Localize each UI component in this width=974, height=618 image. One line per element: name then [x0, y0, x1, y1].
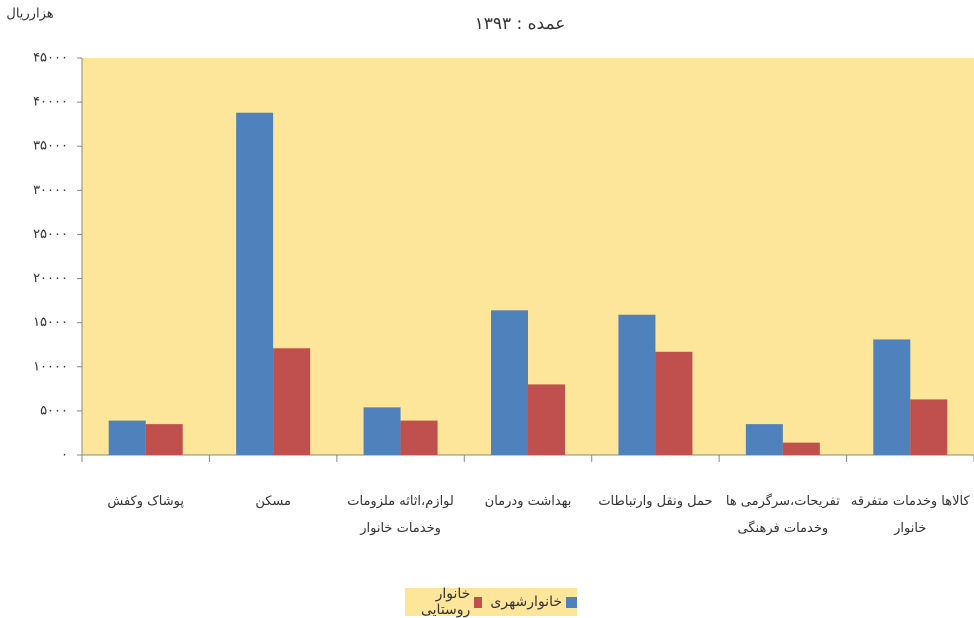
bar: [363, 407, 401, 455]
legend-swatch: [566, 596, 577, 608]
legend: خانوارشهری خانوار روستایی: [405, 586, 577, 618]
chart-title: عمده : ۱۳۹۳: [475, 14, 566, 34]
x-tick-label: مسکن: [255, 494, 291, 509]
bar: [273, 348, 311, 455]
x-tick-label: پوشاک وکفش: [107, 494, 184, 509]
y-tick-label: ۱۵۰۰۰: [33, 315, 68, 330]
bar: [745, 424, 783, 455]
x-tick-label: بهداشت ودرمان: [484, 494, 572, 509]
y-tick-label: ۳۵۰۰۰: [33, 139, 68, 154]
legend-label: خانوار روستایی: [420, 586, 471, 618]
y-tick-label: ۲۵۰۰۰: [33, 227, 68, 242]
y-tick-label: ۱۰۰۰۰: [33, 359, 68, 374]
y-tick-label: ۵۰۰۰: [40, 403, 68, 418]
y-tick-label: ۴۰۰۰۰: [33, 95, 68, 110]
bar: [782, 442, 820, 455]
bar: [910, 399, 948, 455]
legend-swatch: [474, 596, 483, 608]
legend-label: خانوارشهری: [490, 594, 562, 610]
y-tick-label: ۰: [61, 448, 68, 463]
bar: [528, 384, 565, 455]
y-tick-label: ۳۰۰۰۰: [33, 183, 68, 198]
x-tick-label: لوازم،اثاثه ملزومات وخدمات خانوار: [347, 494, 454, 536]
bar: [400, 420, 438, 455]
bar: [108, 420, 146, 455]
y-axis-label: هزارریال: [6, 7, 53, 22]
y-tick-label: ۲۰۰۰۰: [33, 271, 68, 286]
bar: [145, 424, 183, 455]
bar: [236, 112, 274, 455]
legend-item: خانوارشهری: [490, 594, 577, 610]
x-tick-label: کالاها وخدمات متفرقه خانوار: [850, 494, 970, 536]
bar: [618, 314, 656, 455]
legend-item: خانوار روستایی: [405, 586, 483, 618]
bar: [491, 310, 528, 455]
y-tick-label: ۴۵۰۰۰: [33, 51, 68, 66]
x-tick-label: حمل ونقل وارتباطات: [598, 494, 713, 509]
bar: [873, 339, 911, 455]
x-tick-label: تفریحات،سرگرمی ها وخدمات فرهنگی: [725, 494, 840, 536]
bar: [655, 351, 693, 455]
